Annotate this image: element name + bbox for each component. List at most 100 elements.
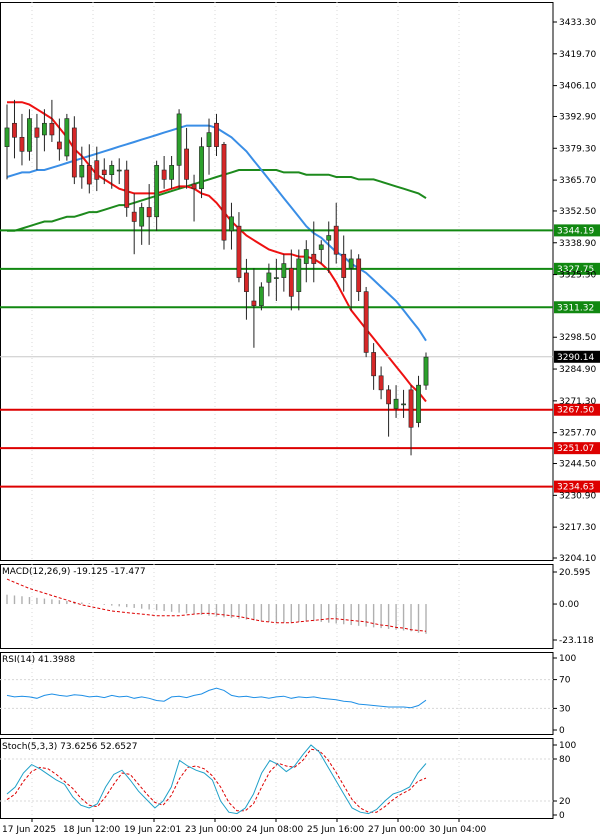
candle-bull <box>64 118 70 157</box>
panel-frame-stoch <box>0 738 554 819</box>
support-label: 3251.07 <box>557 444 594 454</box>
candle-bull <box>154 165 160 218</box>
stoch-signal-line <box>6 748 427 813</box>
panel-frame-main <box>0 2 554 561</box>
resistance-tag <box>554 262 600 275</box>
candle-bear <box>191 183 197 190</box>
resistance-tag <box>554 224 600 237</box>
support-tag <box>554 442 600 455</box>
candle-bear <box>341 253 347 278</box>
candle-bear <box>356 258 362 292</box>
macd-ytick-label: 0.00 <box>559 600 579 610</box>
macd-ytick-label: -23.118 <box>559 636 594 646</box>
candle-bear <box>288 267 294 297</box>
support-tag <box>554 480 600 493</box>
candle-bull <box>318 244 324 250</box>
ma-red-line <box>7 101 427 403</box>
macd-ytick-label: 20.595 <box>559 568 591 578</box>
stoch-panel <box>0 744 553 815</box>
main-ytick-label: 3257.70 <box>559 429 596 439</box>
resistance-label: 3327.75 <box>557 265 594 275</box>
main-ytick-label: 3217.30 <box>559 523 596 533</box>
main-ytick-label: 3392.90 <box>559 112 596 122</box>
candles <box>4 99 429 456</box>
candle-bull <box>169 165 175 180</box>
resistance-label: 3344.19 <box>557 226 594 236</box>
main-ytick-label: 3419.70 <box>559 50 596 60</box>
x-tick-label: 25 Jun 16:00 <box>307 825 364 835</box>
rsi-ytick-label: 100 <box>559 654 576 664</box>
rsi-line <box>6 687 427 709</box>
candle-bull <box>281 263 287 278</box>
rsi-ytick-label: 0 <box>559 726 565 736</box>
candle-bull <box>206 132 212 147</box>
main-ytick-label: 3433.30 <box>559 18 596 28</box>
x-tick-label: 24 Jun 08:00 <box>246 825 303 835</box>
x-tick-label: 17 Jun 2025 <box>2 825 56 835</box>
candle-bear <box>56 141 62 150</box>
candle-bull <box>139 207 145 227</box>
candle-bear <box>378 375 384 391</box>
candle-bull <box>229 216 234 232</box>
candle-bull <box>266 272 272 283</box>
candle-bull <box>27 118 32 152</box>
candle-bull <box>348 258 354 269</box>
main-ytick-label: 3284.90 <box>559 365 596 375</box>
price-levels: 3290.14 3344.19 3327.75 3311.32 3267.50 3251.… <box>0 224 600 493</box>
candle-bear <box>34 127 40 138</box>
candle-bear <box>311 253 317 264</box>
candle-bull <box>326 235 332 241</box>
rsi-label: RSI(14) 41.3988 <box>2 655 75 665</box>
main-ytick-label: 3204.10 <box>559 554 596 564</box>
x-tick-label: 18 Jun 12:00 <box>63 825 120 835</box>
candle-bull <box>199 146 204 190</box>
stoch-label: Stoch(5,3,3) 73.6256 52.6527 <box>2 742 137 752</box>
main-ytick-label: 3365.70 <box>559 176 596 186</box>
support-label: 3234.63 <box>557 483 594 493</box>
candle-bear <box>101 169 107 176</box>
candle-bull <box>296 258 302 292</box>
current-price-label: 3290.14 <box>557 353 594 363</box>
candle-bear <box>161 169 167 180</box>
candle-bull <box>393 398 399 409</box>
candle-bull <box>109 165 115 176</box>
candle-bear <box>94 160 100 180</box>
panel-frame-rsi <box>0 652 554 735</box>
candle-bear <box>214 122 219 147</box>
candle-bear <box>221 144 227 241</box>
candle-bear <box>251 300 257 306</box>
candle-bear <box>236 225 242 278</box>
x-tick-label: 27 Jun 00:00 <box>368 825 425 835</box>
main-ytick-label: 3230.90 <box>559 491 596 501</box>
grid <box>31 2 460 818</box>
support-tag <box>554 403 600 416</box>
candle-bear <box>71 127 77 178</box>
candle-bear <box>12 122 17 138</box>
x-tick-label: 23 Jun 00:00 <box>185 825 242 835</box>
candle-bull <box>116 169 122 172</box>
candle-bull <box>42 122 47 136</box>
macd-signal-line <box>6 578 427 632</box>
current-price-tag <box>554 350 600 363</box>
candle-bear <box>408 389 414 428</box>
support-label: 3267.50 <box>557 406 594 416</box>
candle-bear <box>333 225 339 255</box>
macd-panel <box>6 578 427 634</box>
candle-bull <box>176 113 182 166</box>
candle-bear <box>386 389 391 405</box>
panel-frame-macd <box>0 564 554 649</box>
resistance-tag <box>554 301 600 314</box>
axes: 3433.30 3419.70 3406.10 3392.90 3379.30 3365.… <box>2 18 596 835</box>
candle-bull <box>423 356 429 386</box>
candle-bear <box>131 211 137 222</box>
main-ytick-label: 3379.30 <box>559 144 596 154</box>
main-ytick-label: 3298.50 <box>559 333 596 343</box>
ma-blue-line <box>6 124 427 342</box>
ma-green-line <box>7 169 427 232</box>
macd-label: MACD(12,26,9) -19.125 -17.477 <box>2 567 146 577</box>
candle-bear <box>49 122 55 136</box>
candle-bear <box>371 352 377 377</box>
candle-bull <box>258 286 264 306</box>
candle-bull <box>4 127 10 147</box>
